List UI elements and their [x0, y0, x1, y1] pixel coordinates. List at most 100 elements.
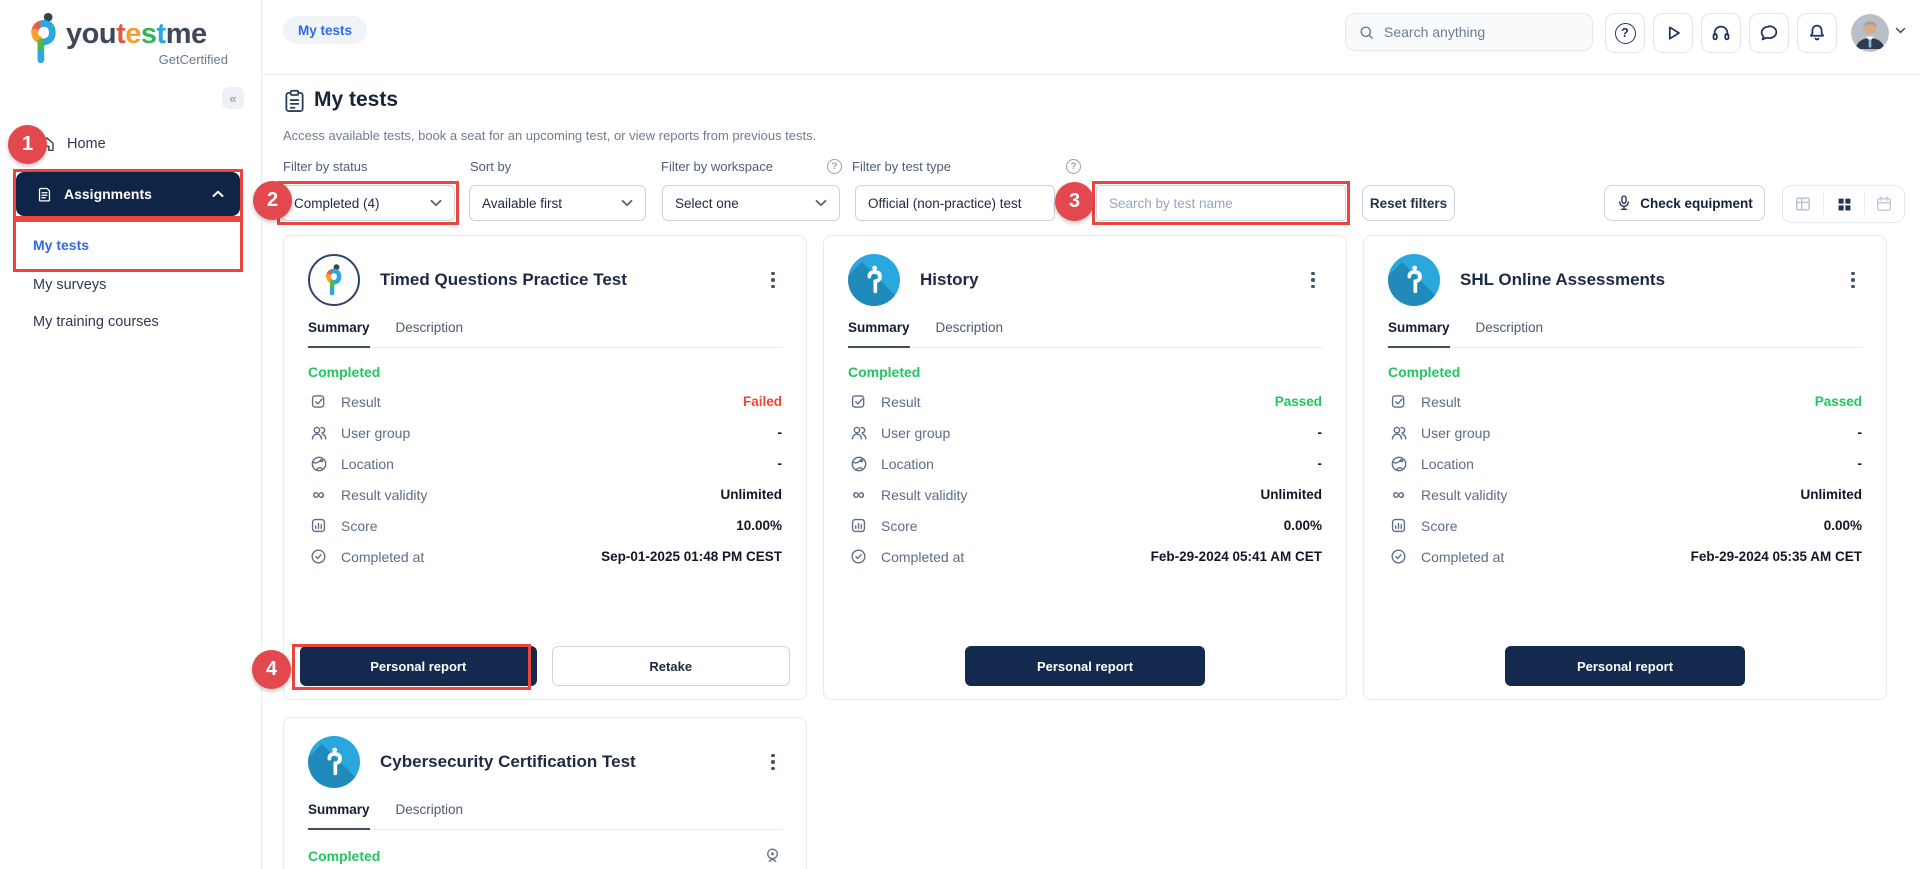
youtestme-mascot-icon: [326, 263, 342, 295]
sort-by-dropdown[interactable]: Available first: [469, 185, 646, 221]
annotation-step-1: 1: [8, 125, 47, 164]
workspace-filter-dropdown[interactable]: Select one: [662, 185, 840, 221]
card-menu-button[interactable]: [764, 270, 782, 291]
grid-view-icon: [1838, 198, 1850, 210]
test-title: Timed Questions Practice Test: [380, 270, 627, 290]
card-row-completed-at: Completed at Sep-01-2025 01:48 PM CEST: [308, 547, 782, 566]
sidebar-item-label: Assignments: [64, 186, 152, 202]
bar-chart-icon: [848, 515, 869, 536]
sidebar: youtestme GetCertified « Home Assignment…: [0, 0, 262, 869]
users-icon: [1388, 422, 1409, 443]
tab-description[interactable]: Description: [395, 320, 464, 335]
test-type-filter-dropdown[interactable]: Official (non-practice) test: [855, 185, 1055, 221]
personal-report-button[interactable]: Personal report: [965, 646, 1205, 686]
support-button[interactable]: [1701, 13, 1741, 53]
bell-icon: [1809, 24, 1825, 41]
table-view-button[interactable]: [1783, 192, 1823, 216]
card-tabs: Summary Description: [308, 802, 782, 830]
test-card-shl-online-assessments: SHL Online Assessments Summary Descripti…: [1363, 235, 1887, 700]
tab-description[interactable]: Description: [935, 320, 1004, 335]
test-avatar: [308, 254, 360, 306]
annotation-box-assignments: [13, 169, 243, 219]
table-view-icon: [1796, 197, 1811, 211]
checkbox-check-icon: [848, 391, 869, 412]
card-menu-button[interactable]: [1844, 270, 1862, 291]
grid-view-button[interactable]: [1823, 192, 1863, 216]
personal-report-button[interactable]: Personal report: [300, 646, 537, 686]
search-by-test-name-input[interactable]: [1096, 185, 1346, 221]
card-menu-button[interactable]: [1304, 270, 1322, 291]
workspace-help-icon[interactable]: ?: [827, 159, 842, 174]
annotation-step-4: 4: [252, 650, 291, 689]
brand-tagline: GetCertified: [158, 52, 228, 67]
annotation-box-status-filter: [277, 181, 459, 225]
user-avatar[interactable]: [1851, 14, 1889, 52]
globe-icon: [308, 453, 329, 474]
webcam-proctoring-icon: [767, 848, 778, 863]
sidebar-collapse-button[interactable]: «: [222, 87, 244, 109]
global-search[interactable]: [1345, 13, 1593, 51]
test-type-help-icon[interactable]: ?: [1066, 159, 1081, 174]
test-title: SHL Online Assessments: [1460, 270, 1666, 290]
calendar-view-button[interactable]: [1863, 192, 1904, 216]
card-tabs: Summary Description: [848, 320, 1322, 348]
sidebar-item-my-surveys[interactable]: My surveys: [33, 277, 107, 293]
test-title: Cybersecurity Certification Test: [380, 752, 636, 772]
tab-summary[interactable]: Summary: [1388, 320, 1450, 348]
sidebar-item-my-training-courses[interactable]: My training courses: [33, 314, 159, 330]
status-badge: Completed: [848, 364, 921, 380]
sidebar-item-assignments[interactable]: Assignments: [16, 172, 240, 216]
check-equipment-button[interactable]: Check equipment: [1604, 185, 1765, 221]
card-menu-button[interactable]: [764, 752, 782, 773]
card-actions: Personal report: [840, 646, 1330, 686]
search-icon: [1360, 25, 1373, 39]
play-icon: [1668, 26, 1680, 40]
sidebar-item-home[interactable]: Home: [38, 133, 106, 155]
youtestme-mascot-icon: [867, 265, 882, 294]
view-toggle-group: [1782, 185, 1905, 223]
topbar-divider: [262, 74, 1920, 75]
tab-summary[interactable]: Summary: [308, 802, 370, 830]
tab-summary[interactable]: Summary: [848, 320, 910, 348]
card-row-location: Location -: [848, 454, 1322, 473]
help-button[interactable]: ?: [1605, 13, 1645, 53]
retake-button[interactable]: Retake: [551, 646, 790, 686]
personal-report-button[interactable]: Personal report: [1505, 646, 1745, 686]
reset-filters-button[interactable]: Reset filters: [1362, 185, 1455, 221]
checkbox-check-icon: [308, 391, 329, 412]
question-mark-icon: ?: [1614, 22, 1636, 44]
card-row-user-group: User group -: [848, 423, 1322, 442]
chevron-down-icon[interactable]: [1895, 27, 1906, 34]
check-circle-icon: [308, 546, 329, 567]
users-icon: [308, 422, 329, 443]
global-search-input[interactable]: [1384, 24, 1554, 40]
infinity-icon: ∞: [852, 485, 865, 504]
chevron-down-icon: [430, 199, 442, 207]
status-filter-dropdown[interactable]: Completed (4): [281, 185, 455, 221]
sidebar-item-my-tests[interactable]: My tests: [33, 237, 90, 253]
bar-chart-icon: [308, 515, 329, 536]
card-row-result-validity: ∞ Result validity Unlimited: [1388, 485, 1862, 504]
checkbox-check-icon: [1388, 391, 1409, 412]
tutorial-play-button[interactable]: [1653, 13, 1693, 53]
chat-button[interactable]: [1749, 13, 1789, 53]
tab-description[interactable]: Description: [1475, 320, 1544, 335]
result-value: Failed: [742, 394, 782, 409]
annotation-box-personal-report: [292, 644, 531, 690]
card-tabs: Summary Description: [308, 320, 782, 348]
card-row-completed-at: Completed at Feb-29-2024 05:35 AM CET: [1388, 547, 1862, 566]
tab-description[interactable]: Description: [395, 802, 464, 817]
breadcrumb[interactable]: My tests: [283, 16, 368, 44]
notifications-button[interactable]: [1797, 13, 1837, 53]
filter-test-type-label: Filter by test type: [852, 159, 951, 174]
brand-wordmark: youtestme: [66, 18, 207, 50]
assignments-doc-icon: [38, 187, 51, 202]
brand-logo[interactable]: youtestme GetCertified: [24, 8, 240, 70]
test-avatar: [1388, 254, 1440, 306]
card-row-user-group: User group -: [1388, 423, 1862, 442]
card-row-result-validity: ∞ Result validity Unlimited: [308, 485, 782, 504]
card-tabs: Summary Description: [1388, 320, 1862, 348]
tab-summary[interactable]: Summary: [308, 320, 370, 348]
check-circle-icon: [1388, 546, 1409, 567]
